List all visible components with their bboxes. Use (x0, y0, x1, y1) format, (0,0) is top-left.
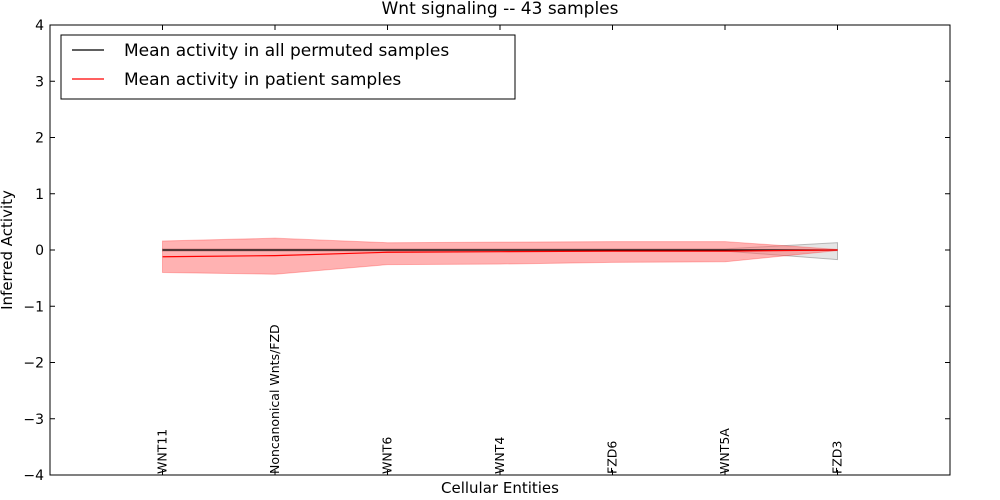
y-tick-label: 3 (35, 74, 44, 90)
legend: Mean activity in all permuted samples Mea… (60, 34, 516, 100)
legend-box (60, 34, 516, 100)
y-tick-label: 4 (35, 18, 44, 34)
x-tick-label: WNT4 (492, 437, 507, 474)
x-tick-label: Noncanonical Wnts/FZD (267, 324, 282, 474)
chart-title: Wnt signaling -- 43 samples (381, 0, 618, 19)
x-tick-label: FZD6 (605, 441, 620, 474)
y-tick-label: −2 (23, 356, 44, 372)
plot-frame (49, 24, 951, 476)
y-axis-ticks: 4 3 2 1 0 −1 −2 −3 −4 (23, 18, 950, 484)
y-tick-label: 1 (35, 187, 44, 203)
x-axis-ticks: WNT11 Noncanonical Wnts/FZD WNT6 WNT4 FZD6 WN… (155, 25, 845, 475)
y-tick-label: −3 (23, 412, 44, 428)
y-axis-label: Inferred Activity (0, 190, 16, 310)
x-tick-label: WNT5A (717, 428, 732, 474)
y-tick-label: −1 (23, 299, 44, 315)
legend-label-1: Mean activity in all permuted samples (124, 41, 449, 61)
series-lines (162, 249, 838, 258)
x-axis-label: Cellular Entities (441, 479, 559, 497)
x-tick-label: FZD3 (830, 441, 845, 474)
x-tick-label: WNT11 (155, 429, 170, 474)
y-tick-label: −4 (23, 468, 44, 484)
x-tick-label: WNT6 (380, 437, 395, 474)
legend-label-2: Mean activity in patient samples (124, 70, 401, 90)
series-line-2 (162, 249, 838, 258)
y-tick-label: 0 (35, 243, 44, 259)
y-tick-label: 2 (35, 131, 44, 147)
